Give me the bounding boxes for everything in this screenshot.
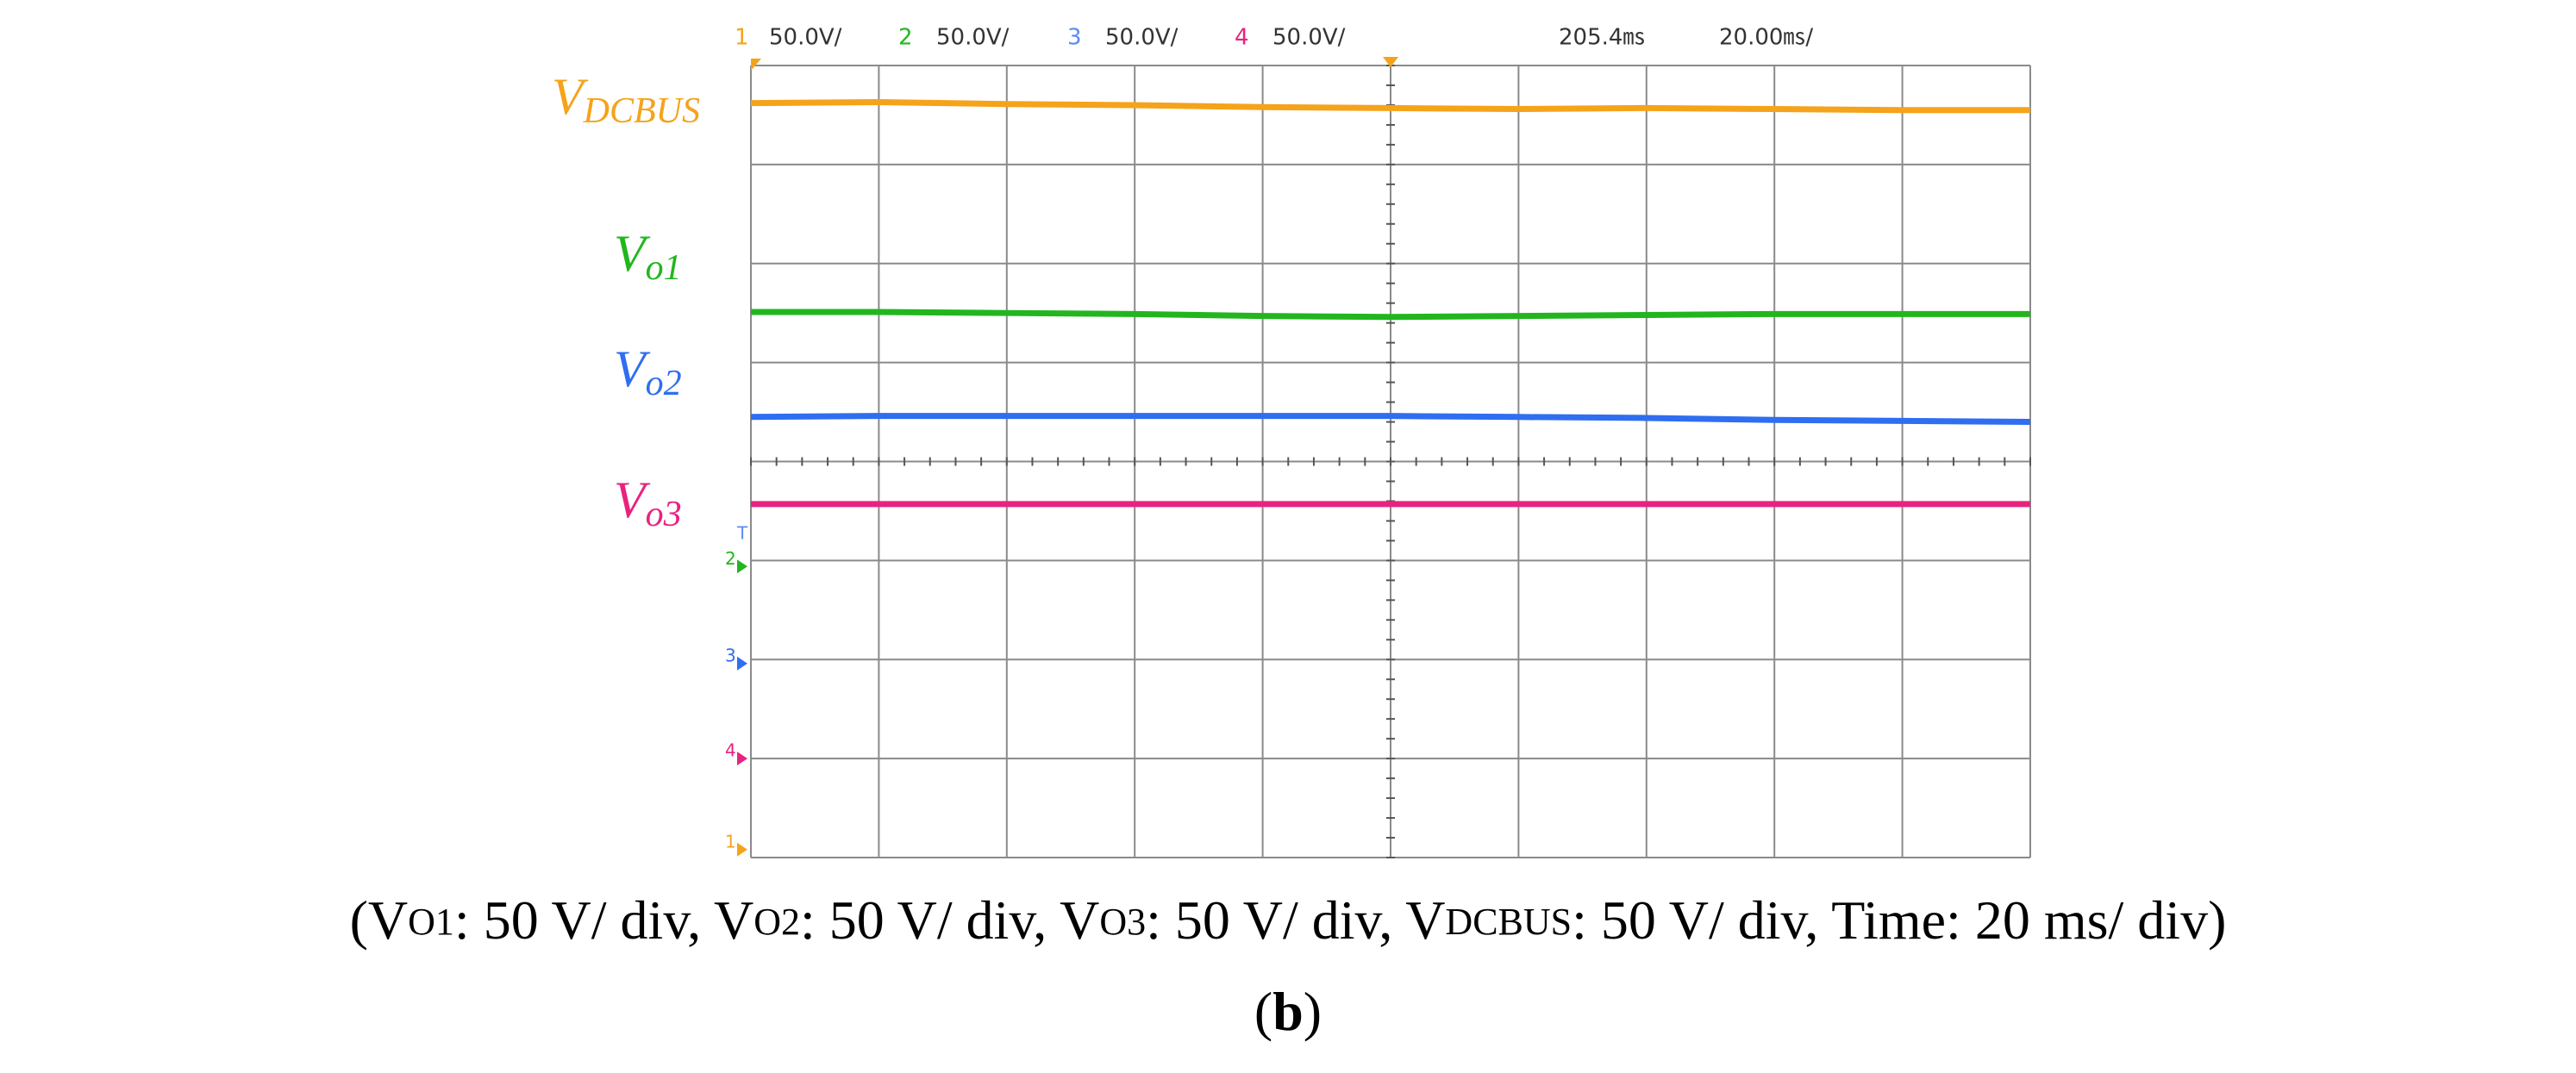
trace-label-main: V [552, 68, 589, 125]
caption-subscript: O1 [408, 901, 454, 943]
trace-label-main: V [614, 340, 651, 397]
ground-marker: 3 [725, 645, 736, 665]
panel-letter: b [1272, 981, 1304, 1042]
caption-text: V [1405, 889, 1445, 951]
trace-label: Vo2 [614, 340, 682, 403]
channel-number: 4 [1235, 25, 1249, 51]
trace-label: Vo1 [614, 225, 682, 288]
trace-label-main: V [614, 225, 651, 282]
trigger-level-marker: T [736, 523, 748, 544]
caption-text: : 50 V/ div, Time: 20 ms/ div) [1572, 889, 2226, 951]
trace [751, 309, 2030, 321]
caption-text: : 50 V/ div, [800, 889, 1060, 951]
ground-marker: 4 [725, 740, 736, 761]
ground-arrow [737, 656, 747, 671]
trace-label: VDCBUS [552, 68, 700, 131]
trace-label-sub: o1 [646, 248, 682, 288]
caption: (VO1: 50 V/ div, VO2: 50 V/ div, VO3: 50… [350, 889, 2227, 951]
trace [750, 99, 2030, 114]
channel-number: 2 [898, 25, 913, 51]
channel-scale: 50.0V/ [769, 25, 842, 51]
channel-number: 1 [735, 25, 749, 51]
ground-arrow [737, 559, 747, 574]
caption-subscript: O2 [753, 901, 800, 943]
ground-arrow [737, 842, 747, 857]
trace-label-sub: DCBUS [583, 91, 700, 131]
ground-arrow [737, 752, 747, 766]
caption-subscript: DCBUS [1445, 901, 1572, 943]
trace-label: Vo3 [614, 471, 682, 534]
panel-paren: ( [1254, 981, 1272, 1042]
timebase: 20.00㎳/ [1719, 25, 1813, 51]
ground-marker: 1 [725, 831, 736, 852]
trigger-position [1383, 57, 1398, 67]
trace-label-sub: o2 [646, 364, 682, 403]
panel-paren: ) [1304, 981, 1322, 1042]
trace-label-sub: o3 [646, 495, 682, 534]
trace [750, 413, 2031, 426]
caption-text: V [714, 889, 753, 951]
channel-scale: 50.0V/ [936, 25, 1010, 51]
caption-subscript: O3 [1099, 901, 1146, 943]
channel-number: 3 [1067, 25, 1082, 51]
caption-text: : 50 V/ div, [454, 889, 714, 951]
ground-marker: 2 [725, 548, 736, 569]
corner-marker [751, 59, 761, 71]
trace-label-main: V [614, 471, 651, 528]
channel-scale: 50.0V/ [1105, 25, 1179, 51]
delay: 205.4㎳ [1559, 25, 1645, 51]
caption-text: (V [350, 889, 409, 951]
channel-scale: 50.0V/ [1272, 25, 1346, 51]
panel-label: (b) [1254, 981, 1322, 1042]
caption-text: V [1060, 889, 1099, 951]
caption-text: : 50 V/ div, [1146, 889, 1405, 951]
